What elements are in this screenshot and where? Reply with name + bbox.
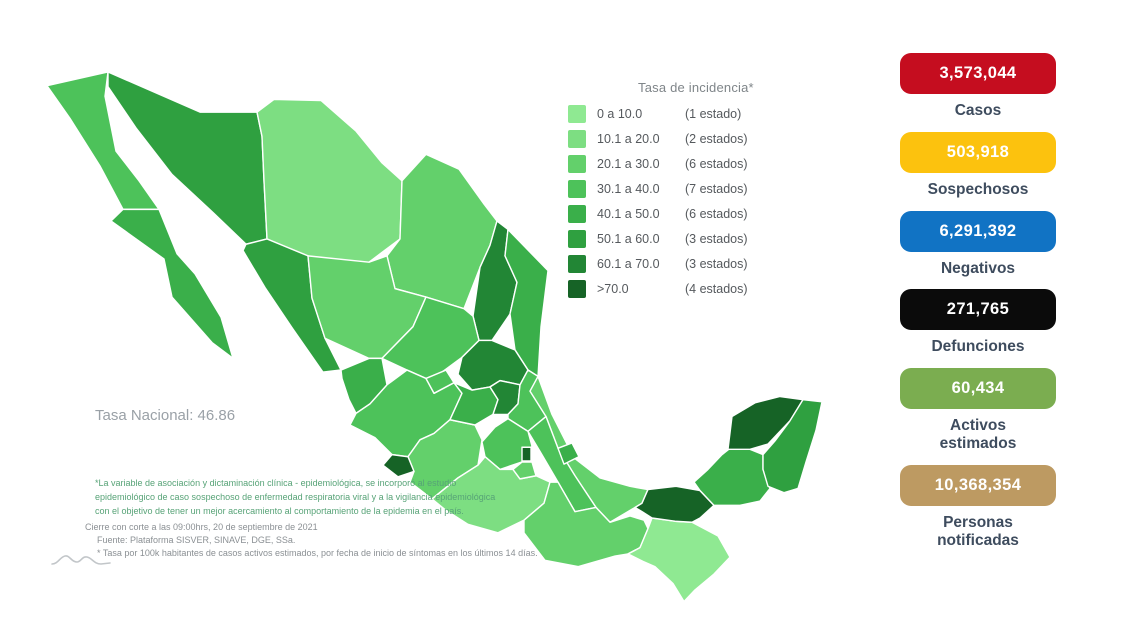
legend-range-label: 0 a 10.0 [597,107,643,121]
legend-state-count: (7 estados) [685,182,748,196]
legend-range-label: >70.0 [597,282,629,296]
legend-color-swatch [568,205,586,223]
source-footnotes: Cierre con corte a las 09:00hrs, 20 de s… [85,521,585,560]
stats-panel: 3,573,044 Casos 503,918 Sospechosos 6,29… [900,53,1056,562]
legend-row: 0 a 10.0 (1 estado) [568,105,778,123]
state-aguascalientes [425,369,455,395]
stat-card: 6,291,392 [900,210,1056,252]
legend-range-label: 50.1 a 60.0 [597,232,660,246]
stat-card: 271,765 [900,289,1056,331]
stat-card: 3,573,044 [900,53,1056,94]
legend-color-swatch [568,255,586,273]
legend-state-count: (6 estados) [685,207,748,221]
state-chihuahua [256,98,403,269]
state-colima [382,453,415,478]
legend-color-swatch [568,230,586,248]
legend-color-swatch [568,280,586,298]
stat-value: 3,573,044 [939,64,1017,82]
legend-range-label: 60.1 a 70.0 [597,257,660,271]
stat-label: Casos [954,102,1002,119]
state-michoacan [407,418,483,500]
legend-row: 60.1 a 70.0 (3 estados) [568,255,778,273]
legend-state-count: (6 estados) [685,157,748,171]
legend-row: 50.1 a 60.0 (3 estados) [568,230,778,248]
stat-label: Negativos [940,259,1016,277]
state-morelos [512,461,537,480]
legend-range-label: 10.1 a 20.0 [597,132,660,146]
state-quintana-roo [762,398,823,494]
stat-value: 6,291,392 [939,221,1017,240]
state-tlaxcala [557,442,580,465]
legend-state-count: (4 estados) [685,282,748,296]
cutoff-note: Cierre con corte a las 09:00hrs, 20 de s… [85,522,318,532]
national-rate-text: Tasa Nacional: 46.86 [95,407,236,424]
state-campeche [693,447,771,507]
stat-card: 60,434 [900,368,1056,410]
stat-value: 271,765 [946,300,1010,319]
state-baja-california-sur [110,208,234,360]
legend-row: 20.1 a 30.0 (6 estados) [568,155,778,173]
stat-label: Sospechosos [927,180,1029,198]
legend-state-count: (3 estados) [685,257,748,271]
state-baja-california [46,71,160,211]
rate-footnote: * Tasa por 100k habitantes de casos acti… [97,548,538,559]
legend-state-count: (2 estados) [685,132,748,146]
legend-row: 10.1 a 20.0 (2 estados) [568,130,778,148]
stat-card: 503,918 [900,131,1056,173]
legend-color-swatch [568,180,586,198]
stat-label: Defunciones [931,338,1025,356]
incidence-legend: Tasa de incidencia* 0 a 10.0 (1 estado) … [568,80,778,305]
legend-color-swatch [568,130,586,148]
state-tabasco [634,485,715,523]
stat-card: 10,368,354 [900,464,1056,506]
stat-label: Activos estimados [939,417,1017,453]
legend-title: Tasa de incidencia* [638,80,754,95]
stat-value: 503,918 [946,142,1010,161]
legend-row: 30.1 a 40.0 (7 estados) [568,180,778,198]
legend-row: 40.1 a 50.0 (6 estados) [568,205,778,223]
legend-range-label: 40.1 a 50.0 [597,207,660,221]
mountain-doodle-icon [51,555,111,565]
variable-footnote: *La variable de asociación y dictaminaci… [95,478,496,516]
source-note: Fuente: Plataforma SISVER, SINAVE, DGE, … [97,535,296,546]
legend-range-label: 30.1 a 40.0 [597,182,660,196]
legend-color-swatch [568,155,586,173]
legend-row: >70.0 (4 estados) [568,280,778,298]
stat-label: Personas notificadas [937,513,1019,549]
legend-state-count: (3 estados) [685,232,748,246]
stat-value: 60,434 [951,379,1005,398]
mexico-choropleth-map [46,71,823,603]
state-cdmx [521,446,532,462]
legend-color-swatch [568,105,586,123]
stat-value: 10,368,354 [934,475,1022,494]
legend-range-label: 20.1 a 30.0 [597,157,660,171]
legend-state-count: (1 estado) [685,107,742,121]
